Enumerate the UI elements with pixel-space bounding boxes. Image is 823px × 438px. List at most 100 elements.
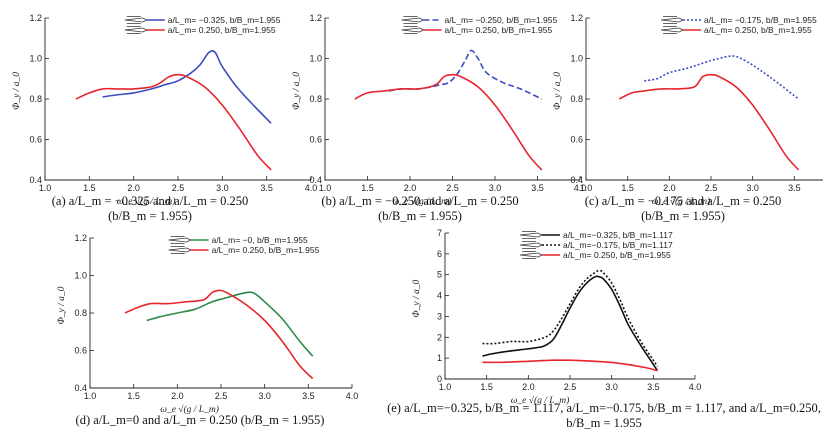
series-line-b-0 <box>388 49 543 100</box>
x-tick-label-d: 3.5 <box>302 391 315 401</box>
y-tick-label-d: 0.4 <box>74 383 87 393</box>
chart-svg-c: 1.0 1.5 2.0 2.5 3.0 3.5 4.00.4 0.6 0.8 1.0 1.2 ω_e … <box>553 13 823 207</box>
legend-ship-icon-e-1 <box>519 241 543 249</box>
legend-label-a-1: a/L_m= 0.250, b/B_m=1.955 <box>168 25 276 35</box>
x-tick-label-e: 2.5 <box>564 382 577 392</box>
series-line-b-1 <box>354 73 543 171</box>
chart-panel-a: 1.0 1.5 2.0 2.5 3.0 3.5 4.0 0.4 0.6 0.8 1.0 1.2 ω_e … <box>0 0 317 223</box>
y-tick-label-e: 6 <box>437 249 442 259</box>
chart-caption-a-line2: (b/B_m = 1.955) <box>108 209 192 223</box>
y-tick-label-a: 0.4 <box>29 175 42 185</box>
legend-label-d-0: a/L_m= −0, b/B_m=1.955 <box>212 235 308 245</box>
axes-a <box>44 18 311 181</box>
x-tick-label-a: 4.0 <box>305 183 318 193</box>
legend-ship-icon-b-0 <box>401 16 425 24</box>
x-tick-label-b: 4.0 <box>574 183 587 193</box>
x-tick-label-e: 1.0 <box>439 382 452 392</box>
series-line-d-1 <box>124 289 314 380</box>
x-axis-label-e: ω_e √(g / L_m) <box>511 395 570 406</box>
x-tick-label-d: 1.0 <box>84 391 97 401</box>
legend-ship-icon-d-1 <box>168 246 192 254</box>
y-axis-label-e: Φ_y / a_0 <box>412 280 422 318</box>
x-tick-label-e: 3.0 <box>605 382 618 392</box>
y-tick-label-d: 0.8 <box>74 308 87 318</box>
x-tick-label-a: 1.0 <box>39 183 52 193</box>
x-tick-label-b: 2.5 <box>446 183 459 193</box>
y-tick-label-c: 0.6 <box>570 135 583 145</box>
x-tick-label-b: 1.0 <box>319 183 332 193</box>
y-tick-label-c: 1.0 <box>570 54 583 64</box>
x-tick-label-e: 1.5 <box>480 382 493 392</box>
legend-label-b-1: a/L_m= 0.250, b/B_m=1.955 <box>445 25 553 35</box>
legend-ship-icon-a-0 <box>124 16 148 24</box>
x-tick-label-a: 2.0 <box>127 183 140 193</box>
y-tick-label-d: 1.0 <box>74 271 87 281</box>
x-tick-label-c: 3.5 <box>788 183 801 193</box>
legend-label-a-0: a/L_m= −0.325, b/B_m=1.955 <box>168 15 281 25</box>
chart-svg-e: 1.0 1.5 2.0 2.5 3.0 3.5 4.0 0 1 2 3 4 5 6 7 ω_e √(g / L… <box>412 228 702 406</box>
chart-caption-d: (d) a/L_m=0 and a/L_m = 0.250 (b/B_m = 1… <box>75 413 325 427</box>
legend-ship-icon-c-1 <box>660 26 684 34</box>
y-tick-label-e: 5 <box>437 270 442 280</box>
y-tick-label-c: 0.4 <box>570 175 583 185</box>
legend-label-c-0: a/L_m= −0.175, b/B_m=1.955 <box>704 15 817 25</box>
series-line-c-1 <box>618 73 800 171</box>
x-tick-label-b: 3.0 <box>489 183 502 193</box>
x-tick-label-d: 2.0 <box>171 391 184 401</box>
legend-ship-icon-d-0 <box>168 236 192 244</box>
y-tick-label-b: 0.8 <box>309 94 322 104</box>
chart-caption-c-line2: (b/B_m = 1.955) <box>641 209 725 223</box>
axes-d <box>89 238 352 389</box>
legend-label-e-1: a/L_m=−0.175, b/B_m=1.117 <box>563 240 673 250</box>
x-axis-label-a: ω_e √(g / L_m) <box>117 196 176 207</box>
series-line-e-2 <box>482 359 658 372</box>
x-tick-label-b: 1.5 <box>361 183 374 193</box>
legend-ship-icon-c-0 <box>660 16 684 24</box>
y-tick-label-a: 1.0 <box>29 54 42 64</box>
series-line-e-0 <box>482 275 659 372</box>
y-tick-label-e: 7 <box>437 228 442 238</box>
series-line-a-0 <box>102 49 272 124</box>
chart-svg-a: 1.0 1.5 2.0 2.5 3.0 3.5 4.0 0.4 0.6 0.8 1.0 1.2 ω_e … <box>12 13 317 207</box>
x-tick-label-d: 4.0 <box>346 391 359 401</box>
y-tick-label-e: 1 <box>437 353 442 363</box>
x-tick-label-c: 2.5 <box>705 183 718 193</box>
chart-caption-b-line1: (b) a/L_m = −0.250 and a/L_m = 0.250 <box>321 194 519 208</box>
legend-label-d-1: a/L_m= 0.250, b/B_m=1.955 <box>212 245 320 255</box>
legend-ship-icon-a-1 <box>124 26 148 34</box>
y-tick-label-c: 0.8 <box>570 94 583 104</box>
chart-svg-b: 1.0 1.5 2.0 2.5 3.0 3.5 4.00.40.60.81.01.2ω_e … <box>292 13 586 207</box>
x-tick-label-c: 3.0 <box>746 183 759 193</box>
y-tick-label-a: 1.2 <box>29 13 42 23</box>
y-tick-label-b: 0.6 <box>309 135 322 145</box>
y-tick-label-a: 0.8 <box>29 94 42 104</box>
series-line-a-1 <box>75 73 272 171</box>
x-tick-label-e: 2.0 <box>522 382 535 392</box>
y-axis-label-d: Φ_y / a_0 <box>57 286 67 324</box>
x-tick-label-e: 3.5 <box>647 382 660 392</box>
x-tick-label-d: 1.5 <box>127 391 140 401</box>
x-tick-label-e: 4.0 <box>689 382 702 392</box>
series-line-e-1 <box>482 269 659 367</box>
x-tick-label-a: 3.5 <box>260 183 273 193</box>
x-tick-label-d: 2.5 <box>215 391 228 401</box>
y-tick-label-e: 0 <box>437 374 442 384</box>
series-line-c-0 <box>644 55 799 100</box>
x-tick-label-b: 2.0 <box>404 183 417 193</box>
x-tick-label-d: 3.0 <box>258 391 271 401</box>
legend-ship-icon-e-2 <box>519 251 543 259</box>
x-axis-label-b: ω_e √(g / L_m) <box>393 196 452 207</box>
y-tick-label-d: 0.6 <box>74 346 87 356</box>
y-axis-label-a: Φ_y / a_0 <box>12 72 22 110</box>
x-tick-label-b: 3.5 <box>531 183 544 193</box>
y-tick-label-b: 1.2 <box>309 13 322 23</box>
y-tick-label-a: 0.6 <box>29 135 42 145</box>
chart-caption-b-line2: (b/B_m = 1.955) <box>378 209 462 223</box>
chart-caption-a-line1: (a) a/L_m = −0.325 and a/L_m = 0.250 <box>51 194 249 208</box>
y-tick-label-e: 2 <box>437 332 442 342</box>
legend-label-e-2: a/L_m= 0.250, b/B_m=1.955 <box>563 250 671 260</box>
y-axis-label-b: Φ_y / a_0 <box>292 72 302 110</box>
x-tick-label-c: 2.0 <box>663 183 676 193</box>
x-tick-label-a: 2.5 <box>172 183 185 193</box>
chart-panel-e: 1.0 1.5 2.0 2.5 3.0 3.5 4.0 0 1 2 3 4 5 6 7 ω_e √(g / L… <box>385 228 823 438</box>
